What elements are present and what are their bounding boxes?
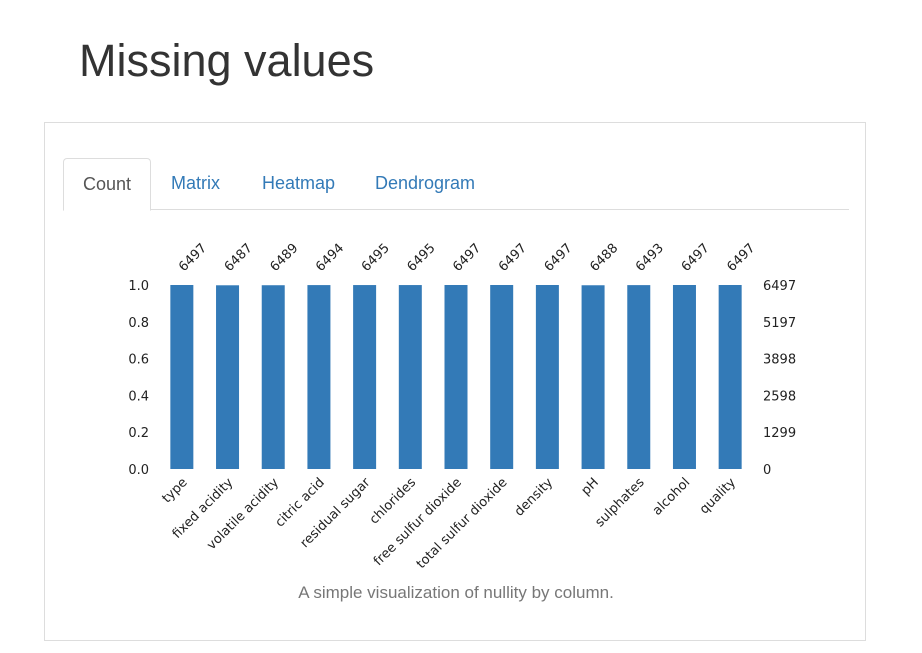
tab-heatmap[interactable]: Heatmap <box>262 173 336 193</box>
right-tick-label: 3898 <box>763 353 796 368</box>
left-tick-label: 0.2 <box>128 426 149 441</box>
bar <box>535 285 559 469</box>
left-tick-label: 0.4 <box>128 389 149 404</box>
tab-count[interactable]: Count <box>63 158 152 211</box>
left-tick-label: 1.0 <box>128 279 149 294</box>
left-tick-label: 0.6 <box>128 353 149 368</box>
missing-values-panel: Count Matrix Heatmap Dendrogram 0.0 0.2 0.… <box>44 122 866 641</box>
count-label: 6497 <box>679 241 713 275</box>
category-label: quality <box>697 475 739 517</box>
category-label: sulphates <box>592 475 647 530</box>
count-label: 6497 <box>724 241 758 275</box>
bar <box>261 285 285 469</box>
count-label: 6493 <box>633 241 667 275</box>
tab-matrix[interactable]: Matrix <box>171 173 220 193</box>
category-label: free sulfur dioxide <box>371 475 465 569</box>
count-label: 6495 <box>405 241 439 275</box>
bar <box>444 285 468 469</box>
right-tick-label: 1299 <box>763 426 796 441</box>
bar <box>672 285 696 469</box>
left-tick-label: 0.8 <box>128 316 149 331</box>
count-label: 6497 <box>450 241 484 275</box>
bar <box>718 285 742 469</box>
category-label: total sulfur dioxide <box>414 475 511 572</box>
bar <box>353 285 377 469</box>
count-label: 6495 <box>359 241 393 275</box>
bar <box>307 285 331 469</box>
bar <box>170 285 194 469</box>
count-label: 6488 <box>587 241 621 275</box>
count-label: 6497 <box>496 241 530 275</box>
count-label: 6494 <box>313 241 347 275</box>
bar <box>216 285 240 469</box>
page-title: Missing values <box>79 35 375 86</box>
bar <box>490 285 514 469</box>
count-label: 6497 <box>176 241 210 275</box>
bar <box>627 285 651 469</box>
left-tick-label: 0.0 <box>128 463 149 478</box>
count-label: 6489 <box>267 241 301 275</box>
category-label: alcohol <box>650 475 693 518</box>
nullity-bar-chart: 0.0 0.2 0.4 0.6 0.8 1.0 0 1299 2598 3898 5197 6497 6… <box>128 241 796 572</box>
bar <box>581 285 605 469</box>
right-tick-label: 6497 <box>763 279 796 294</box>
tab-bar: Count Matrix Heatmap Dendrogram <box>63 158 849 211</box>
count-label: 6487 <box>222 241 256 275</box>
right-tick-label: 5197 <box>763 316 796 331</box>
count-label: 6497 <box>542 241 576 275</box>
tab-dendrogram[interactable]: Dendrogram <box>375 173 476 193</box>
bar <box>398 285 422 469</box>
right-tick-label: 2598 <box>763 389 796 404</box>
category-label: density <box>512 475 557 520</box>
chart-caption: A simple visualization of nullity by col… <box>298 583 614 602</box>
right-tick-label: 0 <box>763 463 771 478</box>
category-label: pH <box>579 475 602 498</box>
category-label: type <box>160 475 191 506</box>
